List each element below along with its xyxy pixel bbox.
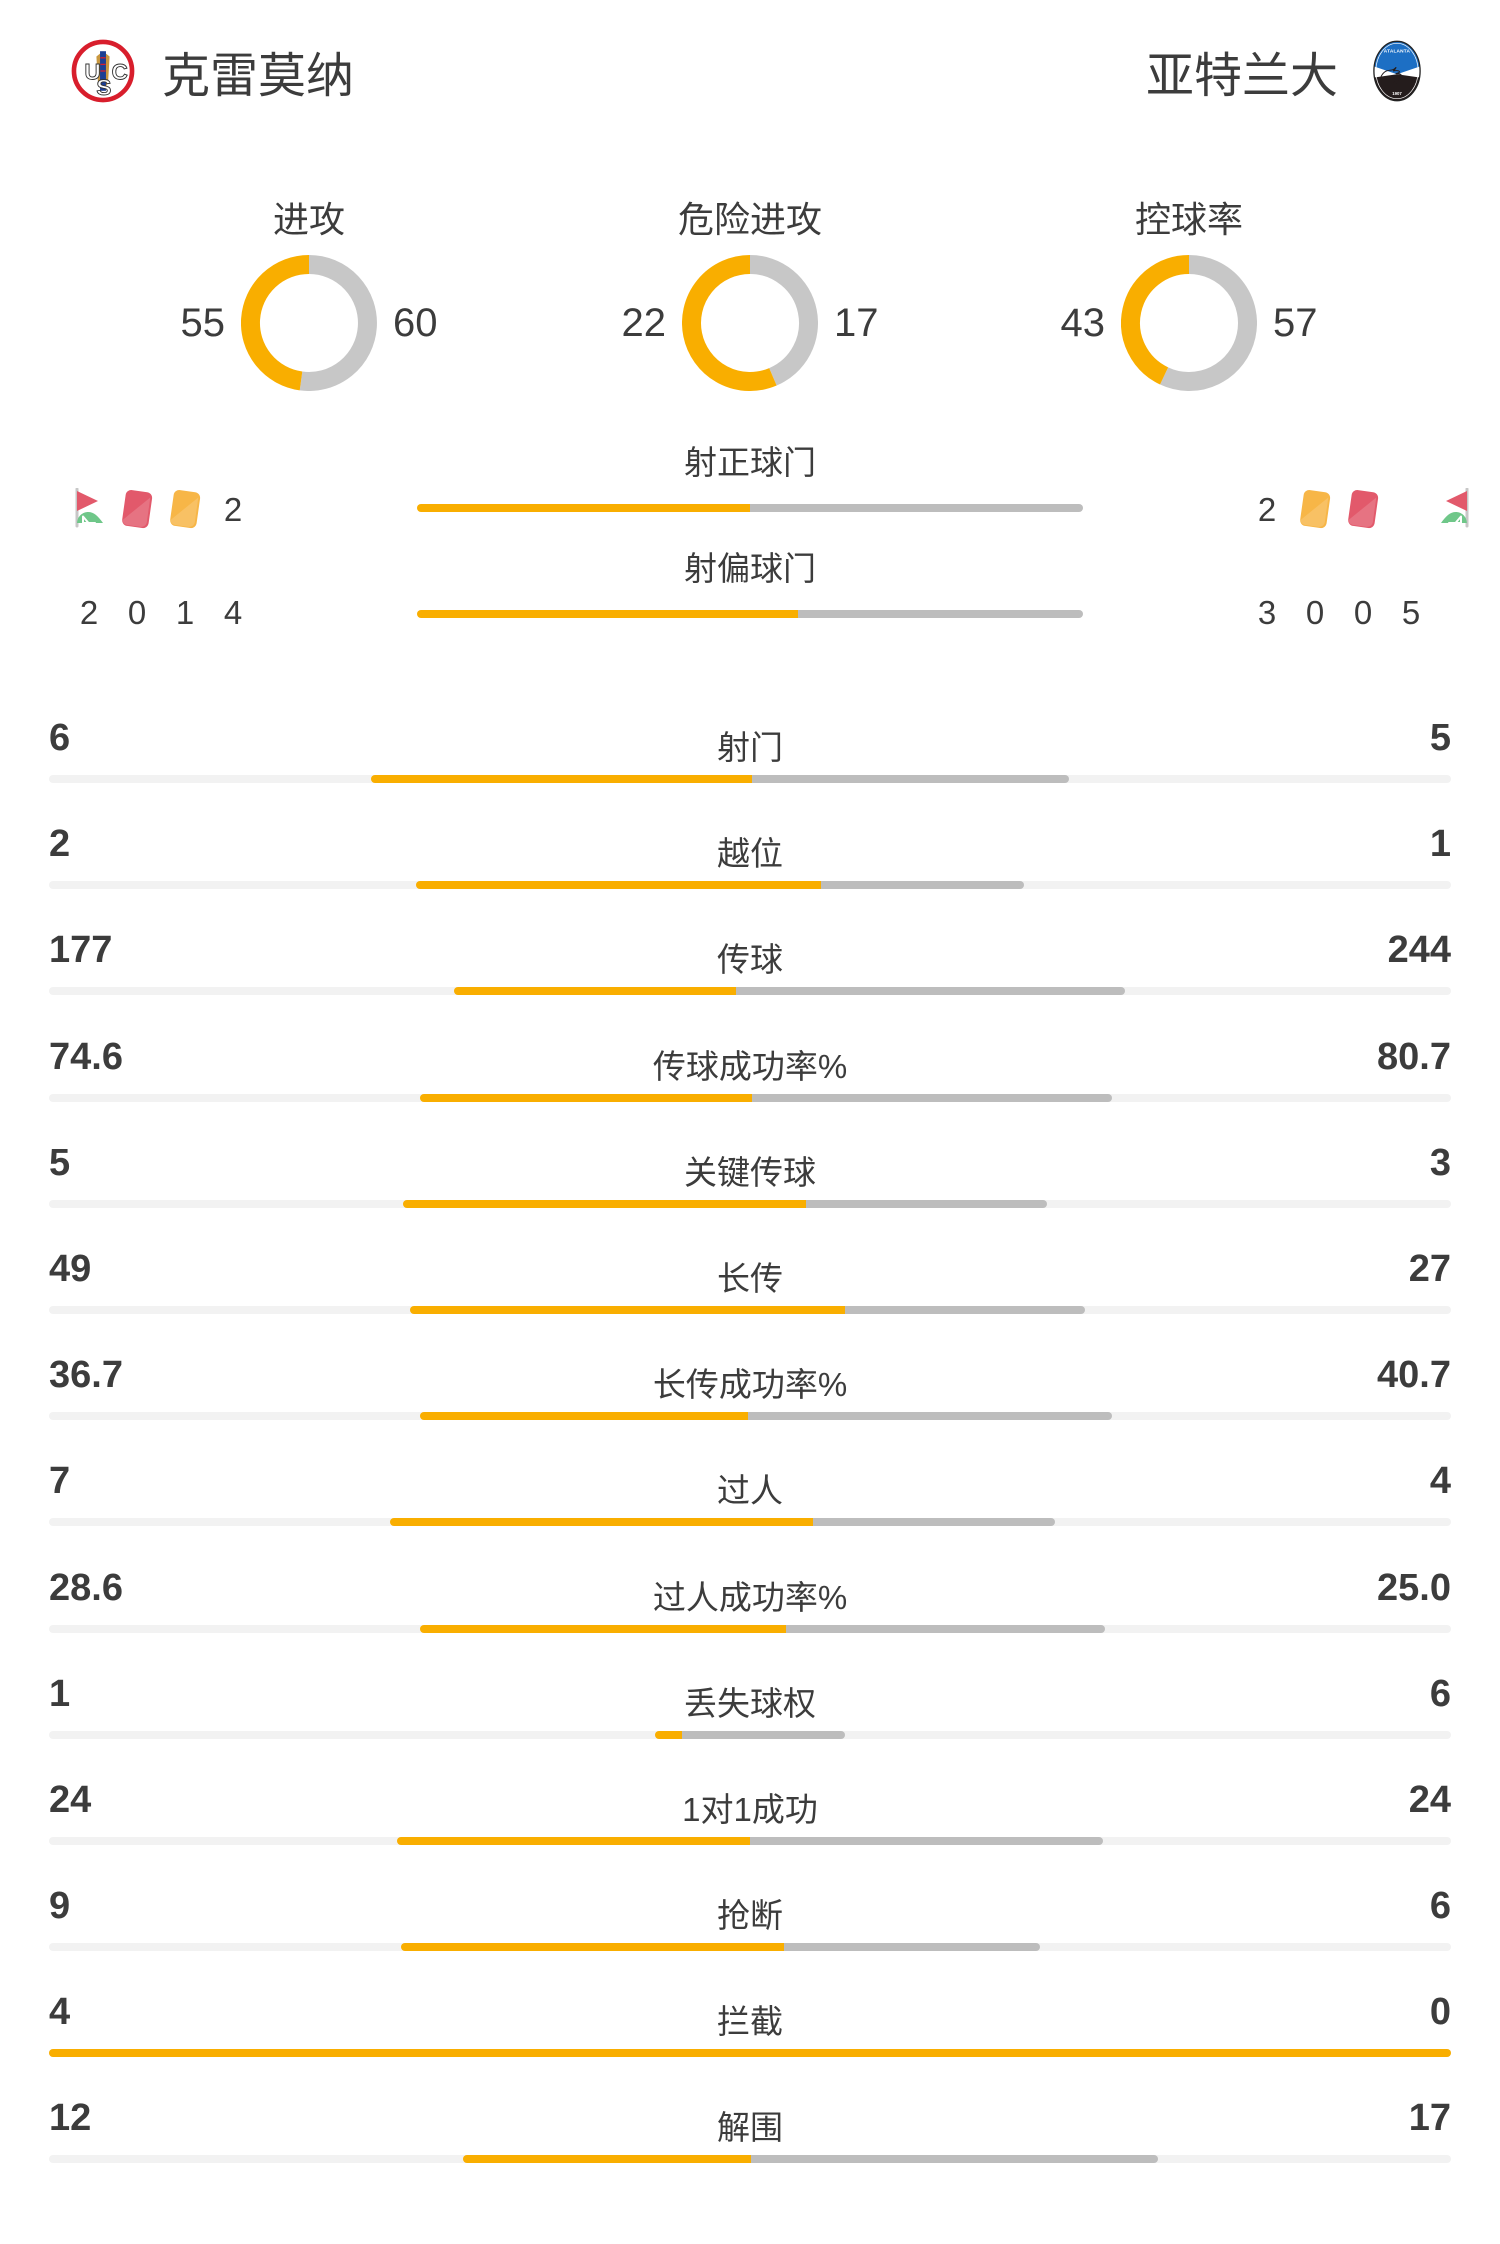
svg-text:ATALANTA: ATALANTA — [1384, 49, 1411, 55]
svg-text:C: C — [112, 60, 128, 85]
svg-text:S: S — [96, 75, 111, 100]
svg-text:1907: 1907 — [1392, 91, 1402, 96]
